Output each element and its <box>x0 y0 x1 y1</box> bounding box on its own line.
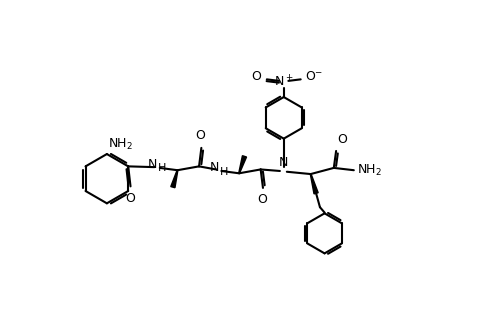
Text: O: O <box>338 133 347 146</box>
Text: N: N <box>210 161 219 174</box>
Text: N: N <box>279 156 288 169</box>
Text: N$^+$: N$^+$ <box>274 75 293 90</box>
Polygon shape <box>239 156 247 173</box>
Text: O: O <box>251 70 261 83</box>
Text: H: H <box>158 163 166 173</box>
Polygon shape <box>171 170 178 188</box>
Text: O$^{-}$: O$^{-}$ <box>305 70 324 83</box>
Text: O: O <box>195 130 205 143</box>
Text: H: H <box>220 167 228 177</box>
Polygon shape <box>310 174 318 194</box>
Text: NH$_2$: NH$_2$ <box>108 137 133 152</box>
Text: N: N <box>148 158 158 171</box>
Text: O: O <box>125 192 135 205</box>
Text: NH$_2$: NH$_2$ <box>357 163 382 178</box>
Text: O: O <box>257 193 267 206</box>
